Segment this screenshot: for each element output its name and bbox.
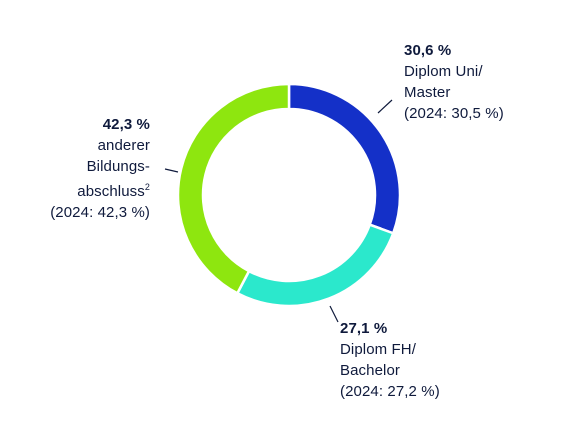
donut-slice-2: [176, 82, 291, 295]
slice-label-line: Bachelor: [340, 362, 401, 379]
slice-previous-value: (2024: 30,5 %): [404, 105, 504, 122]
footnote-marker: 2: [144, 182, 150, 192]
slice-previous-value: (2024: 27,2 %): [340, 383, 440, 400]
slice-label-line: anderer: [97, 137, 150, 154]
slice-label-line: Master: [404, 84, 451, 101]
slice-label-line: Diplom FH/: [340, 341, 417, 358]
slice-label-text: abschluss: [77, 183, 145, 200]
label-diplom-fh: 27,1 % Diplom FH/ Bachelor (2024: 27,2 %…: [340, 318, 440, 402]
slice-label-line: Diplom Uni/: [404, 63, 483, 80]
leader-line-1: [329, 305, 339, 323]
slice-label-line-with-footnote: abschluss2: [50, 177, 150, 202]
slice-value-label: 27,1 %: [340, 320, 388, 337]
label-anderer-abschluss: 42,3 % anderer Bildungs- abschluss2 (202…: [50, 114, 150, 223]
donut-slice-0: [287, 82, 402, 235]
slice-value-label: 30,6 %: [404, 42, 452, 59]
leader-line-2: [164, 168, 179, 173]
leader-line-0: [377, 99, 393, 114]
label-diplom-uni: 30,6 % Diplom Uni/ Master (2024: 30,5 %): [404, 40, 504, 124]
slice-previous-value: (2024: 42,3 %): [50, 204, 150, 221]
slice-label-line: Bildungs-: [86, 158, 150, 175]
slice-value-label: 42,3 %: [102, 116, 150, 133]
donut-slice-1: [235, 223, 395, 308]
